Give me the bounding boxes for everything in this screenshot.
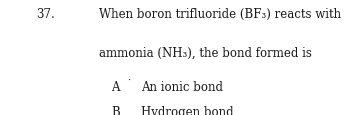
Text: 37.: 37.	[37, 8, 55, 21]
Text: An ionic bond: An ionic bond	[141, 80, 223, 93]
Text: ·: ·	[127, 75, 130, 84]
Text: Hydrogen bond: Hydrogen bond	[141, 105, 234, 115]
Text: ammonia (NH₃), the bond formed is: ammonia (NH₃), the bond formed is	[99, 46, 312, 59]
Text: B: B	[111, 105, 120, 115]
Text: A: A	[111, 80, 120, 93]
Text: When boron trifluoride (BF₃) reacts with: When boron trifluoride (BF₃) reacts with	[99, 8, 341, 21]
